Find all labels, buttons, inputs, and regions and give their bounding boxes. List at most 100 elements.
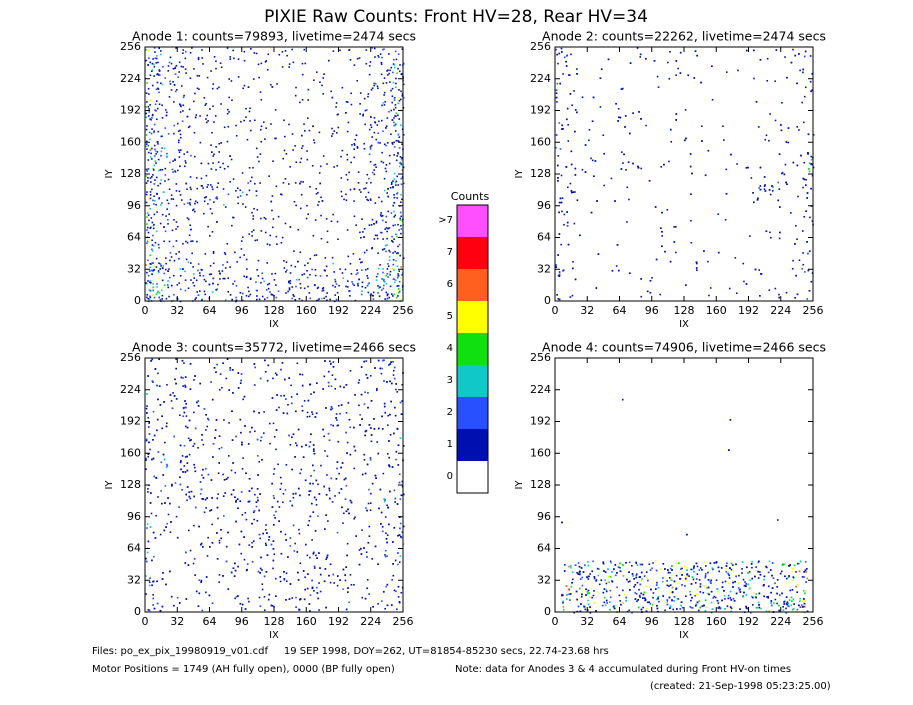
- count-dot: [297, 228, 300, 231]
- count-dot: [152, 289, 155, 292]
- count-dot: [555, 89, 558, 92]
- count-dot: [561, 128, 563, 130]
- count-dot: [149, 156, 152, 158]
- count-dot: [691, 607, 693, 609]
- count-dot: [229, 294, 232, 296]
- count-dot: [370, 89, 373, 91]
- count-dot: [667, 569, 669, 571]
- count-dot: [757, 577, 760, 579]
- count-dot: [193, 463, 195, 466]
- count-dot: [376, 387, 378, 390]
- count-dot: [275, 448, 277, 451]
- count-dot: [159, 204, 162, 206]
- count-dot: [596, 591, 599, 593]
- count-dot: [215, 146, 217, 148]
- count-dot: [295, 596, 297, 599]
- count-dot: [703, 250, 705, 252]
- count-dot: [371, 136, 373, 138]
- count-dot: [747, 583, 750, 586]
- count-dot: [346, 452, 348, 454]
- count-dot: [187, 126, 190, 129]
- count-dot: [376, 441, 379, 443]
- count-dot: [159, 222, 162, 225]
- count-dot: [260, 217, 262, 220]
- count-dot: [803, 600, 806, 602]
- count-dot: [179, 129, 181, 132]
- count-dot: [179, 414, 181, 416]
- count-dot: [147, 159, 150, 161]
- count-dot: [778, 237, 781, 240]
- count-dot: [390, 400, 392, 403]
- count-dot: [229, 369, 232, 371]
- count-dot: [383, 278, 385, 281]
- count-dot: [595, 578, 598, 581]
- count-dot: [397, 153, 399, 155]
- count-dot: [161, 267, 164, 269]
- count-dot: [179, 444, 182, 447]
- count-dot: [749, 579, 751, 581]
- count-dot: [685, 579, 688, 582]
- count-dot: [147, 239, 149, 241]
- count-dot: [252, 78, 255, 80]
- count-dot: [190, 228, 192, 231]
- count-dot: [385, 585, 387, 588]
- count-dot: [619, 116, 622, 119]
- count-dot: [691, 576, 694, 578]
- count-dot: [169, 259, 171, 262]
- count-dot: [326, 163, 328, 165]
- count-dot: [166, 152, 168, 155]
- count-dot: [390, 133, 392, 136]
- count-dot: [730, 562, 733, 565]
- count-dot: [792, 598, 795, 601]
- count-dot: [336, 220, 339, 223]
- count-dot: [354, 138, 357, 141]
- x-tick-label: 256: [393, 615, 414, 628]
- count-dot: [803, 602, 806, 605]
- count-dot: [155, 230, 158, 233]
- count-dot: [313, 79, 315, 82]
- count-dot: [240, 431, 242, 434]
- count-dot: [209, 509, 211, 512]
- page-title: PIXIE Raw Counts: Front HV=28, Rear HV=3…: [264, 7, 648, 27]
- count-dot: [235, 134, 238, 137]
- count-dot: [149, 61, 152, 64]
- count-dot: [628, 198, 630, 201]
- count-dot: [285, 261, 288, 264]
- count-dot: [322, 77, 325, 79]
- count-dot: [281, 362, 284, 364]
- count-dot: [571, 294, 574, 297]
- count-dot: [218, 151, 221, 153]
- count-dot: [690, 219, 692, 222]
- count-dot: [339, 579, 341, 581]
- count-dot: [274, 372, 277, 375]
- count-dot: [170, 284, 173, 287]
- count-dot: [770, 602, 772, 604]
- count-dot: [734, 257, 737, 259]
- count-dot: [164, 174, 167, 176]
- count-dot: [577, 573, 580, 575]
- count-dot: [365, 360, 368, 362]
- count-dot: [568, 593, 570, 596]
- count-dot: [619, 562, 621, 565]
- count-dot: [174, 159, 176, 161]
- count-dot: [353, 142, 356, 145]
- count-dot: [375, 275, 378, 278]
- count-dot: [157, 61, 159, 64]
- count-dot: [376, 85, 379, 88]
- count-dot: [203, 511, 206, 514]
- count-dot: [175, 382, 177, 385]
- count-dot: [581, 593, 583, 596]
- count-dot: [605, 582, 608, 585]
- count-dot: [380, 200, 383, 203]
- count-dot: [651, 277, 653, 279]
- count-dot: [283, 578, 286, 580]
- count-dot: [217, 182, 219, 184]
- count-dot: [592, 594, 595, 597]
- count-dot: [180, 460, 182, 462]
- count-dot: [610, 177, 613, 180]
- count-dot: [710, 611, 713, 614]
- count-dot: [367, 277, 369, 279]
- count-dot: [807, 252, 809, 255]
- count-dot: [153, 434, 156, 437]
- count-dot: [212, 83, 215, 85]
